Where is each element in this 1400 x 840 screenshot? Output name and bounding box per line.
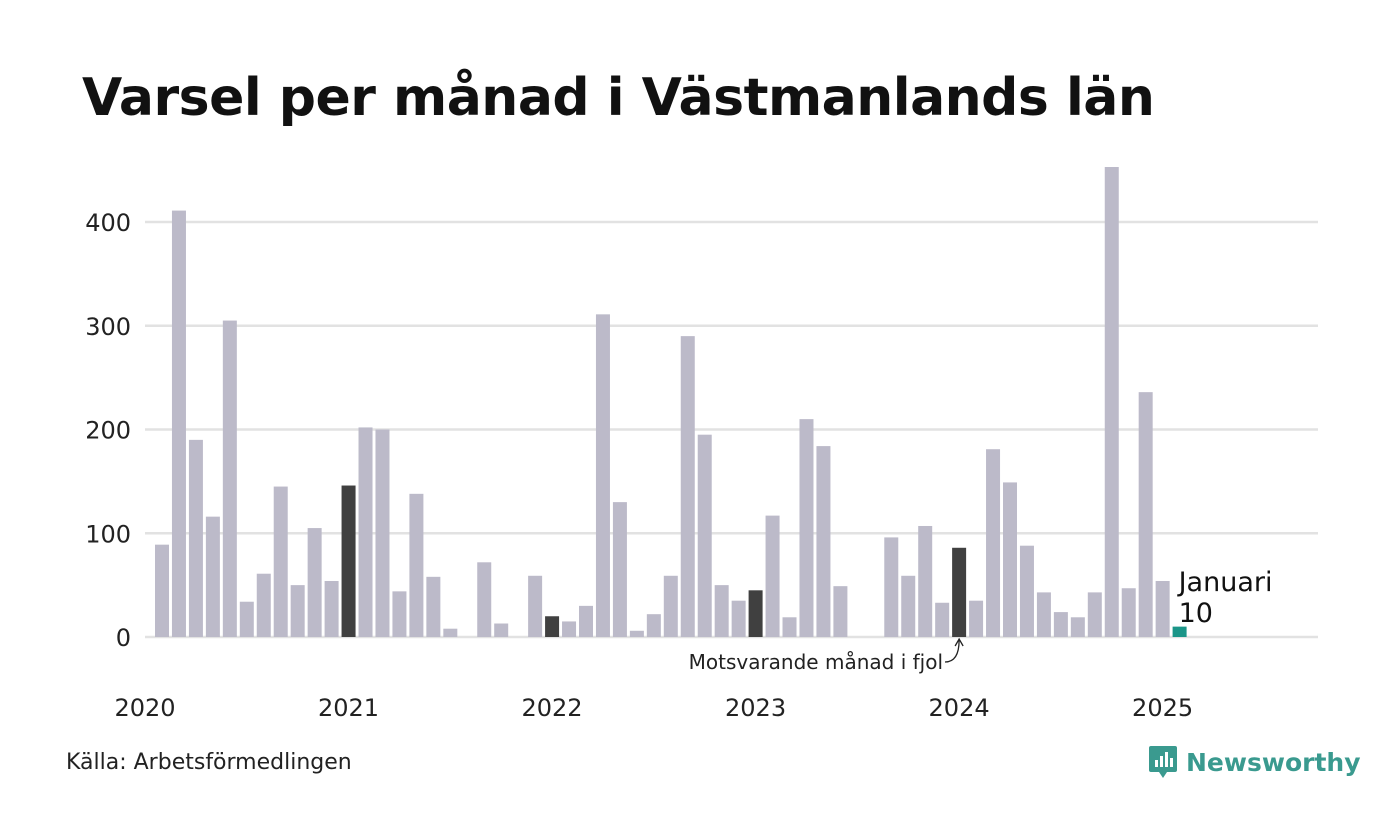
- bar: [409, 493, 424, 637]
- bar: [714, 585, 729, 637]
- bar: [833, 586, 848, 637]
- bar: [155, 544, 169, 637]
- bar: [765, 515, 780, 637]
- x-tick-label: 2025: [1132, 694, 1193, 722]
- bar: [477, 562, 492, 637]
- brand-name: Newsworthy: [1186, 747, 1361, 777]
- bar: [443, 628, 458, 637]
- bar: [171, 210, 186, 637]
- annotation-arrow: [944, 639, 960, 663]
- bar: [918, 525, 933, 637]
- bar: [969, 600, 984, 637]
- bar: [341, 485, 356, 637]
- bar: [307, 528, 322, 637]
- x-tick-label: 2023: [725, 694, 786, 722]
- bar: [273, 486, 288, 637]
- x-axis-ticks: 2020 2021 2022 2023 2024 2025: [114, 694, 1193, 722]
- chart-title: Varsel per månad i Västmanlands län: [82, 68, 1155, 128]
- bar: [205, 516, 220, 637]
- brand-logo[interactable]: Newsworthy: [1148, 744, 1361, 780]
- bars: [155, 167, 1187, 637]
- x-tick-label: 2022: [522, 694, 583, 722]
- bar: [392, 591, 407, 637]
- bar: [256, 573, 271, 637]
- previous-year-annotation: Motsvarande månad i fjol: [689, 650, 943, 674]
- bar: [426, 576, 441, 637]
- y-tick-label: 0: [116, 624, 131, 652]
- bar: [494, 623, 509, 637]
- bar: [935, 602, 950, 637]
- current-value-label: 10: [1179, 598, 1213, 629]
- bar: [1155, 580, 1170, 637]
- bar: [697, 434, 712, 637]
- bar: [884, 537, 899, 637]
- bar: [986, 449, 1001, 637]
- y-tick-label: 100: [85, 520, 131, 548]
- bar: [1053, 612, 1068, 637]
- bar: [1104, 167, 1119, 637]
- bar: [799, 419, 814, 637]
- bar: [1087, 592, 1102, 637]
- bar: [1070, 617, 1085, 637]
- bar: [731, 600, 746, 637]
- y-tick-label: 400: [85, 209, 131, 237]
- bar: [239, 601, 254, 637]
- bar: [222, 320, 237, 637]
- bar: [629, 630, 644, 637]
- bar: [562, 621, 577, 637]
- x-tick-label: 2020: [114, 694, 175, 722]
- bar: [579, 605, 593, 637]
- bar: [663, 575, 678, 637]
- bar: [528, 575, 543, 637]
- bar: [646, 614, 661, 637]
- bar: [952, 547, 967, 637]
- bar: [748, 590, 763, 637]
- bar: [1019, 545, 1034, 637]
- bar: [324, 580, 339, 637]
- bar: [782, 617, 797, 637]
- bar: [1138, 392, 1153, 637]
- bar: [1121, 588, 1136, 637]
- bar: [1172, 626, 1187, 637]
- bar: [1036, 592, 1051, 637]
- source-note: Källa: Arbetsförmedlingen: [66, 750, 352, 775]
- x-tick-label: 2021: [318, 694, 379, 722]
- y-tick-label: 200: [85, 417, 131, 445]
- bar: [358, 427, 373, 637]
- bar: [680, 336, 695, 637]
- bar: [612, 502, 627, 637]
- current-month-label: Januari: [1177, 567, 1273, 598]
- y-tick-label: 300: [85, 313, 131, 341]
- bar: [375, 429, 390, 637]
- bar: [595, 314, 610, 637]
- annotation-arrowhead: [954, 637, 964, 647]
- bar: [901, 575, 916, 637]
- bar: [816, 446, 831, 637]
- bar: [545, 616, 560, 637]
- bar: [1003, 482, 1017, 637]
- bar: [290, 585, 305, 637]
- newsworthy-logo-icon: [1149, 746, 1177, 778]
- bar: [188, 439, 203, 637]
- y-axis-ticks: 0 100 200 300 400: [85, 209, 131, 652]
- x-tick-label: 2024: [929, 694, 990, 722]
